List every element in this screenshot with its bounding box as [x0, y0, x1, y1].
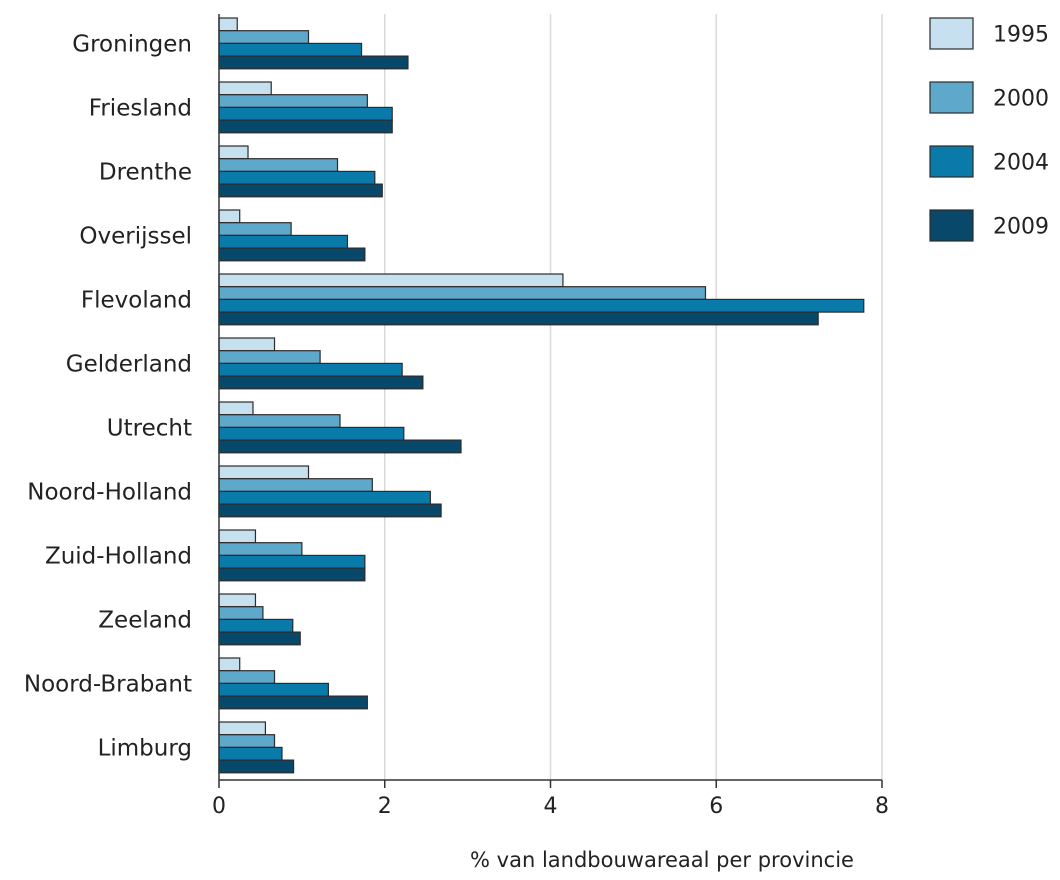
bar-flevoland-1995: [218, 273, 564, 288]
legend-swatch-2004: [929, 145, 974, 178]
grid: [384, 14, 883, 780]
bar-utrecht-1995: [218, 401, 254, 416]
bar-noord-brabant-2000: [218, 670, 276, 685]
bar-utrecht-2009: [218, 439, 462, 454]
x-tick-label-4: 4: [544, 794, 558, 819]
category-label-utrecht: Utrecht: [107, 415, 192, 441]
bar-noord-holland-1995: [218, 465, 310, 480]
x-tick-label-2: 2: [378, 794, 392, 819]
bar-gelderland-2009: [218, 375, 424, 390]
bar-friesland-2000: [218, 94, 368, 108]
legend-label-2000: 2000: [993, 87, 1049, 112]
category-label-groningen: Groningen: [72, 31, 192, 57]
bar-groningen-1995: [218, 17, 238, 32]
bar-drenthe-2000: [218, 158, 339, 172]
legend-label-1995: 1995: [993, 23, 1049, 48]
bar-flevoland-2000: [218, 286, 707, 301]
category-label-flevoland: Flevoland: [81, 287, 192, 313]
category-label-noord-brabant: Noord-Brabant: [24, 671, 192, 697]
legend-swatch-2009: [929, 209, 974, 242]
category-label-friesland: Friesland: [89, 95, 192, 121]
bar-overijssel-2004: [218, 234, 349, 249]
x-tick-label-0: 0: [212, 794, 226, 819]
legend-swatch-2000: [929, 81, 974, 114]
bar-groningen-2004: [218, 42, 363, 57]
bar-friesland-2004: [218, 106, 393, 121]
bar-flevoland-2004: [218, 298, 865, 313]
bar-overijssel-1995: [218, 209, 241, 224]
bar-noord-holland-2004: [218, 490, 431, 505]
x-tick-label-6: 6: [709, 794, 723, 819]
bar-zeeland-2004: [218, 618, 294, 633]
bar-noord-holland-2000: [218, 478, 373, 493]
bar-friesland-1995: [218, 81, 272, 96]
bar-zeeland-2000: [218, 606, 264, 621]
bar-zuid-holland-2000: [218, 542, 303, 557]
category-label-limburg: Limburg: [98, 735, 192, 761]
bar-zeeland-1995: [218, 593, 257, 608]
x-axis-title: % van landbouwareaal per provincie: [470, 848, 854, 872]
legend-label-2009: 2009: [993, 215, 1049, 240]
bar-zuid-holland-1995: [218, 529, 257, 544]
category-label-gelderland: Gelderland: [66, 351, 192, 377]
bar-gelderland-2004: [218, 362, 403, 377]
bar-zeeland-2009: [218, 631, 301, 646]
bar-drenthe-2004: [218, 170, 376, 185]
bar-utrecht-2000: [218, 414, 341, 429]
bar-noord-brabant-2004: [218, 682, 329, 697]
x-axis-ticks: 0 2 4 6 8: [212, 780, 889, 819]
bar-groningen-2000: [218, 30, 310, 45]
bar-gelderland-2000: [218, 350, 321, 365]
bar-drenthe-1995: [218, 145, 249, 160]
category-label-drenthe: Drenthe: [99, 159, 192, 185]
bar-limburg-2009: [218, 759, 295, 774]
bar-friesland-2009: [218, 119, 393, 134]
bars: [218, 17, 865, 774]
category-label-zeeland: Zeeland: [98, 607, 192, 633]
bar-overijssel-2000: [218, 222, 292, 236]
bar-noord-brabant-1995: [218, 657, 241, 672]
bar-noord-holland-2009: [218, 503, 442, 518]
bar-limburg-2000: [218, 734, 276, 749]
bar-noord-brabant-2009: [218, 695, 368, 710]
bar-limburg-1995: [218, 721, 267, 736]
bar-zuid-holland-2009: [218, 567, 366, 582]
bar-limburg-2004: [218, 746, 283, 761]
bar-overijssel-2009: [218, 247, 366, 262]
bar-flevoland-2009: [218, 311, 819, 326]
bar-zuid-holland-2004: [218, 554, 366, 569]
bar-groningen-2009: [218, 55, 409, 70]
bar-drenthe-2009: [218, 183, 383, 198]
category-labels: Groningen Friesland Drenthe Overijssel Flevo…: [24, 31, 192, 761]
legend-label-2004: 2004: [993, 151, 1049, 176]
category-label-noord-holland: Noord-Holland: [27, 479, 192, 505]
bar-gelderland-1995: [218, 337, 276, 352]
legend: 1995 2000 2004 2009: [929, 17, 1049, 242]
legend-swatch-1995: [929, 17, 974, 50]
bar-utrecht-2004: [218, 426, 405, 441]
category-label-zuid-holland: Zuid-Holland: [45, 543, 192, 569]
category-label-overijssel: Overijssel: [79, 223, 192, 249]
x-tick-label-8: 8: [875, 794, 889, 819]
